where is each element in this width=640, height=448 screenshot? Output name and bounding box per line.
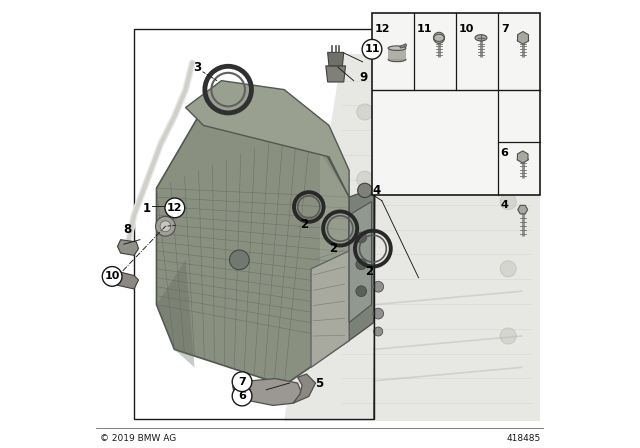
Polygon shape [114, 271, 139, 289]
Polygon shape [399, 43, 407, 48]
Circle shape [160, 221, 171, 232]
Polygon shape [518, 151, 528, 163]
Circle shape [356, 259, 367, 270]
Polygon shape [328, 52, 344, 66]
Circle shape [156, 216, 175, 236]
Circle shape [230, 250, 249, 270]
Polygon shape [186, 81, 349, 197]
Polygon shape [293, 374, 316, 403]
Text: 10: 10 [459, 24, 474, 34]
Text: 7: 7 [238, 377, 246, 387]
Text: 12: 12 [375, 24, 390, 34]
Bar [388, 48, 406, 60]
Circle shape [356, 306, 373, 322]
Text: 10: 10 [104, 271, 120, 281]
Circle shape [446, 73, 463, 89]
Text: 2: 2 [365, 264, 373, 278]
Text: 5: 5 [316, 376, 324, 390]
Circle shape [500, 328, 516, 344]
Polygon shape [518, 31, 529, 44]
Polygon shape [284, 54, 540, 421]
Polygon shape [320, 152, 349, 323]
Polygon shape [349, 202, 371, 323]
Text: 6: 6 [500, 148, 508, 158]
Polygon shape [326, 66, 346, 82]
Circle shape [485, 120, 531, 167]
Text: 11: 11 [364, 44, 380, 54]
Text: 12: 12 [167, 203, 182, 213]
Polygon shape [518, 205, 527, 214]
FancyBboxPatch shape [371, 13, 540, 195]
Text: 2: 2 [300, 217, 308, 231]
Ellipse shape [517, 157, 529, 161]
Polygon shape [311, 251, 349, 367]
Text: 11: 11 [417, 24, 433, 34]
Text: 2: 2 [329, 242, 337, 255]
Text: 6: 6 [238, 391, 246, 401]
Circle shape [500, 194, 516, 210]
Circle shape [356, 238, 373, 254]
Circle shape [374, 327, 383, 336]
Circle shape [358, 183, 372, 198]
Polygon shape [157, 260, 195, 367]
Circle shape [399, 124, 438, 163]
Polygon shape [233, 379, 302, 405]
Circle shape [356, 171, 373, 187]
Ellipse shape [475, 34, 487, 41]
Text: © 2019 BMW AG: © 2019 BMW AG [100, 434, 176, 443]
Circle shape [373, 281, 383, 292]
Polygon shape [349, 188, 374, 340]
Circle shape [373, 308, 383, 319]
Ellipse shape [388, 57, 406, 62]
Text: 3: 3 [194, 60, 202, 74]
Text: 418485: 418485 [506, 434, 540, 443]
Ellipse shape [517, 38, 529, 42]
Circle shape [392, 117, 445, 169]
Circle shape [165, 198, 185, 218]
Circle shape [491, 73, 508, 89]
Text: 7: 7 [501, 24, 509, 34]
Text: 4: 4 [500, 200, 508, 211]
Circle shape [232, 386, 252, 406]
Circle shape [356, 104, 373, 120]
Text: 9: 9 [360, 70, 367, 84]
Circle shape [356, 286, 367, 297]
Circle shape [500, 261, 516, 277]
Circle shape [449, 124, 487, 163]
Circle shape [232, 372, 252, 392]
Circle shape [102, 267, 122, 286]
Circle shape [362, 39, 382, 59]
Circle shape [442, 117, 494, 169]
Text: 4: 4 [373, 184, 381, 197]
Ellipse shape [388, 46, 406, 50]
Circle shape [356, 232, 367, 243]
Circle shape [401, 73, 418, 89]
Text: 8: 8 [123, 223, 131, 236]
Text: 1: 1 [143, 202, 151, 215]
Circle shape [491, 126, 525, 161]
Circle shape [433, 32, 445, 43]
Ellipse shape [434, 34, 444, 41]
Polygon shape [157, 108, 349, 385]
Polygon shape [118, 240, 139, 255]
